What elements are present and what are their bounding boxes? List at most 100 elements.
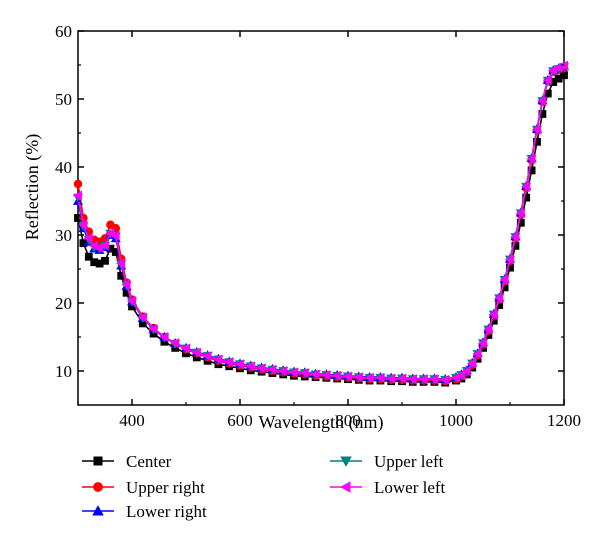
data-point [180,343,190,354]
data-point [278,365,288,377]
plot-frame [77,30,565,406]
data-point [522,193,531,202]
data-point [526,153,536,164]
y-axis-title: Reflection (%) [22,134,43,240]
data-point [353,372,363,383]
data-point [467,358,477,369]
y-tick-label: 50 [55,90,72,109]
data-point [83,233,93,244]
data-point [126,295,136,306]
data-point [84,252,93,261]
data-point [342,371,352,382]
data-point [510,232,520,243]
data-point [418,374,428,385]
data-point [191,347,201,358]
data-point [234,359,244,370]
legend-label: Upper left [374,452,444,471]
y-tick-label: 20 [55,294,72,313]
legend-marker [340,481,351,493]
data-point [224,357,234,368]
legend-entry: Lower right [82,502,207,521]
data-point [159,331,169,343]
data-point [299,368,309,379]
legend-marker [93,456,103,466]
ticks-layer: 400 600 800 1000 1200 10 20 30 40 50 60 [55,22,581,430]
data-point [321,370,331,381]
plot-area-border [77,30,565,406]
data-point [375,372,385,383]
data-point [137,312,147,323]
x-tick-label: 800 [335,411,361,430]
legend-marker [340,456,352,467]
x-tick-label: 1000 [439,411,473,430]
data-point [429,374,439,385]
data-point [461,365,471,377]
data-point [72,190,82,201]
legend-marker [92,505,104,516]
data-point [116,258,126,269]
data-point [170,338,180,349]
series-upper-right [73,64,569,386]
data-point [121,279,131,290]
data-point [332,370,342,381]
y-tick-label: 40 [55,158,72,177]
data-point [440,374,450,385]
series-lower-left [72,60,568,385]
x-tick-label: 600 [227,411,253,430]
data-point [78,219,88,230]
legend-entry: Upper right [82,478,205,497]
data-point [488,309,498,320]
data-point [499,274,509,285]
data-point [110,230,120,241]
series-upper-left [72,63,570,385]
data-point [101,256,109,265]
data-point [148,323,158,334]
series-center [74,71,568,387]
data-point [396,373,406,384]
legend: Center Upper right Lower right Upper left Lo… [82,452,446,521]
data-point [504,254,514,265]
data-point [213,354,223,365]
legend-entry: Upper left [330,452,444,471]
data-point [407,374,417,385]
data-point [256,363,266,374]
data-point [515,208,525,219]
data-point [527,166,536,175]
series-lower-right [72,61,570,384]
data-point [538,110,547,118]
x-axis-title: Wavelength (nm) [258,412,383,433]
data-point [364,372,374,383]
legend-entry: Center [82,452,172,471]
legend-label: Lower left [374,478,446,497]
data-point [310,369,320,380]
legend-label: Lower right [126,502,207,521]
data-point [73,179,83,189]
data-point [494,293,504,304]
data-point [521,181,531,192]
data-point [537,96,547,107]
x-tick-label: 1200 [547,411,581,430]
legend-label: Center [126,452,172,471]
legend-label: Upper right [126,478,205,497]
data-point [472,348,482,360]
data-point [531,124,541,135]
data-point [516,218,525,227]
data-point [558,60,568,71]
y-tick-label: 30 [55,226,72,245]
data-point [456,370,466,381]
series-layer [72,60,570,387]
data-point [542,74,552,85]
data-point [202,351,212,362]
data-point [483,324,493,335]
data-point [386,373,396,384]
data-point [267,364,277,375]
legend-marker [93,482,103,492]
data-point [477,338,487,349]
legend-entry: Lower left [330,478,446,497]
data-point [288,367,298,378]
x-tick-label: 400 [119,411,145,430]
y-tick-label: 60 [55,22,72,41]
data-point [245,361,255,372]
data-point [533,137,541,146]
